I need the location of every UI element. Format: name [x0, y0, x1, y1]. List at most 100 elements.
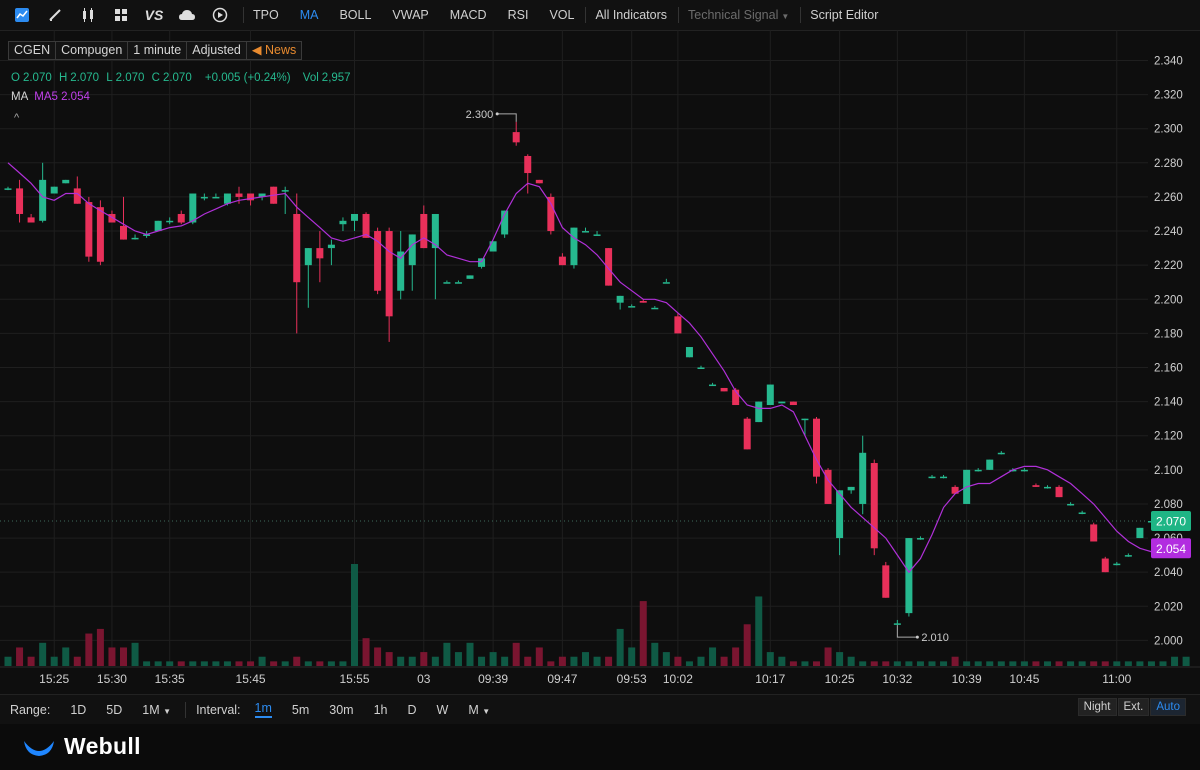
candle-body	[755, 401, 763, 423]
adjusted-chip[interactable]: Adjusted	[187, 41, 247, 60]
volume-bar	[327, 661, 335, 666]
candle-body	[143, 234, 151, 236]
volume-bar	[1124, 661, 1132, 666]
candle-body	[986, 459, 994, 470]
ma5-line	[7, 162, 1164, 574]
indicator-vwap[interactable]: VWAP	[392, 8, 429, 22]
volume-bar	[235, 661, 243, 666]
symbol-chip[interactable]: CGEN	[8, 41, 57, 60]
candle-body	[443, 282, 451, 284]
toolbar-separator	[243, 7, 244, 23]
indicator-vol[interactable]: VOL	[549, 8, 575, 22]
volume-bar	[466, 642, 474, 666]
candle-body	[801, 418, 809, 421]
chart-type-icon[interactable]	[11, 4, 33, 26]
x-tick-label: 15:35	[155, 672, 185, 686]
technical-signal-dropdown[interactable]: Technical Signal ▼	[688, 8, 789, 22]
candle-body	[73, 188, 81, 204]
volume-bar	[813, 661, 820, 666]
volume-bar	[662, 652, 670, 666]
y-tick-label: 2.260	[1154, 192, 1183, 204]
session-auto[interactable]: Auto	[1150, 698, 1186, 716]
candle-body	[235, 193, 243, 197]
volume-bar	[847, 656, 855, 666]
candle-body	[385, 231, 393, 317]
indicator-tpo[interactable]: TPO	[253, 8, 279, 22]
session-ext[interactable]: Ext.	[1117, 698, 1150, 716]
collapse-legend-icon[interactable]: ^	[14, 112, 20, 124]
volume-bar	[62, 647, 70, 666]
indicator-boll[interactable]: BOLL	[339, 8, 372, 22]
interval-1h[interactable]: 1h	[373, 702, 388, 717]
range-1m-dropdown[interactable]: 1M ▼	[142, 703, 171, 717]
news-chip[interactable]: ◀ News	[246, 41, 303, 60]
y-tick-label: 2.140	[1154, 397, 1183, 409]
volume-bar	[870, 661, 878, 666]
interval-30m[interactable]: 30m	[329, 702, 354, 717]
indicator-ma[interactable]: MA	[299, 8, 319, 22]
volume-bar	[685, 661, 693, 666]
candle-body	[62, 179, 70, 184]
volume-bar	[39, 642, 47, 666]
volume-bar	[247, 661, 255, 666]
volume-bar	[789, 661, 797, 666]
candle-body	[397, 251, 405, 291]
interval-m-dropdown[interactable]: M ▼	[468, 703, 490, 717]
low-label: L	[106, 72, 113, 84]
candle-body	[639, 300, 647, 303]
candle-body	[870, 463, 878, 549]
candle-body	[1090, 524, 1098, 542]
range-1d[interactable]: 1D	[70, 702, 87, 717]
interval-1m[interactable]: 1m	[254, 701, 272, 718]
draw-pencil-icon[interactable]	[44, 4, 66, 26]
session-night[interactable]: Night	[1077, 698, 1117, 716]
range-5d[interactable]: 5D	[106, 702, 123, 717]
interval-5m[interactable]: 5m	[291, 702, 310, 717]
candle-body	[766, 384, 774, 406]
cloud-icon[interactable]	[176, 4, 198, 26]
volume-bar	[50, 656, 58, 666]
price-markers: 2.300 2.010	[466, 109, 949, 644]
all-indicators-button[interactable]: All Indicators	[595, 8, 668, 22]
interval-d[interactable]: D	[407, 702, 417, 717]
x-tick-label: 10:17	[755, 672, 785, 686]
candle-body	[166, 220, 174, 223]
script-editor-button[interactable]: Script Editor	[810, 8, 879, 22]
y-tick-label: 2.020	[1154, 601, 1183, 613]
price-chart[interactable]: 2.300 2.010 2.340 2.320 2.300 2.280 2.260 2.24…	[0, 30, 1200, 693]
candle-body	[859, 452, 867, 504]
compare-vs-icon[interactable]: VS	[144, 7, 164, 23]
layout-grid-icon[interactable]	[110, 4, 132, 26]
min-marker-line	[896, 625, 918, 638]
y-tick-label: 2.240	[1154, 226, 1183, 238]
volume-bars	[4, 564, 1190, 666]
ma-name[interactable]: MA	[11, 91, 29, 103]
volume-bar	[258, 656, 266, 666]
volume-bar	[374, 647, 382, 666]
toolbar-separator	[585, 7, 587, 23]
interval-w[interactable]: W	[436, 702, 449, 717]
range-1m-label: 1M	[142, 702, 160, 717]
volume-bar	[916, 661, 924, 666]
webull-bull-icon	[24, 740, 54, 756]
x-tick-label: 09:39	[478, 672, 508, 686]
candle-body	[39, 179, 47, 221]
x-tick-label: 09:47	[547, 672, 577, 686]
volume-bar	[189, 661, 197, 666]
caret-down-icon: ▼	[482, 706, 491, 716]
y-tick-label: 2.040	[1154, 567, 1183, 579]
candles-icon[interactable]	[77, 4, 99, 26]
volume-value: 2,957	[321, 72, 351, 84]
candle-body	[200, 196, 208, 199]
high-value: 2.070	[70, 72, 100, 84]
indicator-macd[interactable]: MACD	[449, 8, 487, 22]
replay-icon[interactable]	[209, 4, 231, 26]
company-name-chip[interactable]: Compugen	[56, 41, 129, 60]
volume-bar	[4, 656, 12, 666]
volume-bar	[986, 661, 994, 666]
candle-body	[212, 196, 220, 199]
interval-chip[interactable]: 1 minute	[128, 41, 188, 60]
volume-bar	[270, 661, 278, 666]
x-tick-label: 10:25	[825, 672, 855, 686]
indicator-rsi[interactable]: RSI	[507, 8, 529, 22]
